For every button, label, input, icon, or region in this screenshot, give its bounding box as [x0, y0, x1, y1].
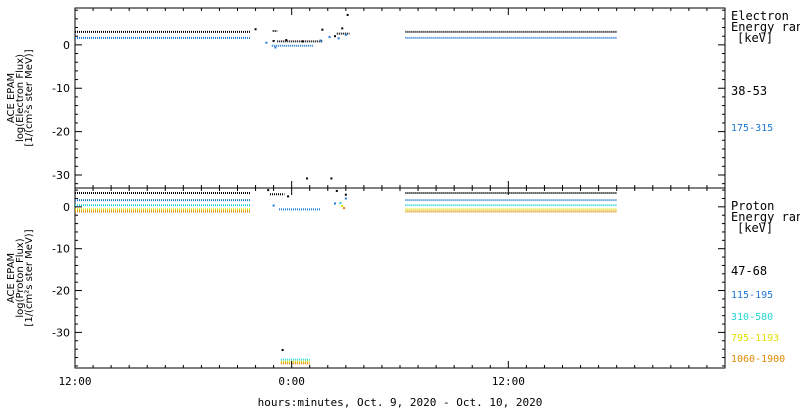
data-point — [344, 33, 347, 36]
data-point — [330, 177, 333, 180]
legend-entry: 795-1193 — [731, 333, 779, 344]
proton-panel: 0 -10 -20 -30 ACE EPAMlog(Proton Flux)[1/(cm… — [6, 187, 800, 369]
data-point — [306, 177, 309, 180]
y-axis-label: ACE EPAMlog(Electron Flux)[1/(cm²s ster … — [6, 49, 35, 146]
series-795-1193 — [75, 205, 617, 363]
y-tick-label: -20 — [52, 285, 70, 298]
data-point — [346, 13, 349, 16]
y-axis-label-line: log(Electron Flux) — [15, 54, 26, 142]
y-axis-label-line: [1/(cm²s ster MeV)] — [24, 229, 35, 326]
series-310-580 — [75, 202, 617, 361]
data-point — [344, 197, 347, 200]
legend-entry: 115-195 — [731, 290, 773, 301]
data-point — [272, 39, 275, 42]
time-axis: 12:00 0:00 12:00 — [58, 8, 726, 388]
y-axis-label-line: ACE EPAM — [6, 73, 17, 123]
y-tick-label: -10 — [52, 82, 70, 95]
data-point — [281, 349, 284, 351]
series-175-315 — [75, 33, 617, 49]
legend-title-line: [keV] — [737, 221, 773, 235]
data-point — [335, 189, 338, 192]
data-point — [285, 39, 288, 42]
electron-panel: 0 -10 -20 -30 ACE EPAMlog(Electron Flux)[1/(… — [6, 7, 800, 189]
legend-title-line: Proton — [731, 199, 774, 213]
data-point — [287, 195, 290, 198]
y-axis-label-line: [1/(cm²s ster MeV)] — [24, 49, 35, 146]
legend-title-line: Electron — [731, 9, 789, 23]
plot-frame — [74, 187, 726, 369]
y-tick-label: -30 — [52, 326, 70, 339]
data-point — [341, 205, 344, 207]
data-point — [272, 204, 275, 207]
y-tick-label: -30 — [52, 169, 70, 182]
legend-entry: 38-53 — [731, 84, 767, 98]
legend-title-line: [keV] — [737, 31, 773, 45]
data-point — [339, 202, 342, 205]
x-tick-label: 0:00 — [278, 375, 305, 388]
series-1060-1900 — [75, 207, 617, 365]
data-point — [337, 37, 340, 40]
series-115-195 — [75, 197, 617, 211]
x-tick-label: 12:00 — [492, 375, 525, 388]
data-point — [343, 207, 346, 210]
legend-entry: 1060-1900 — [731, 354, 785, 365]
legend-title-line: Energy ran — [731, 20, 800, 34]
y-tick-label: -10 — [52, 243, 70, 256]
y-tick-label: 0 — [63, 201, 70, 214]
data-point — [265, 41, 268, 44]
y-axis-label: ACE EPAMlog(Proton Flux)[1/(cm²s ster Me… — [6, 229, 35, 326]
data-point — [341, 27, 344, 30]
data-point — [344, 193, 347, 196]
legend-entry: 47-68 — [731, 264, 767, 278]
data-point — [301, 40, 304, 43]
x-tick-label: 12:00 — [58, 375, 91, 388]
y-axis-label-line: log(Proton Flux) — [15, 238, 26, 317]
y-tick-label: -20 — [52, 126, 70, 139]
data-point — [321, 28, 324, 31]
data-point — [267, 189, 270, 192]
plot-frame — [74, 7, 726, 189]
x-axis-label: hours:minutes, Oct. 9, 2020 - Oct. 10, 2… — [258, 396, 543, 409]
legend-title-line: Energy ran — [731, 210, 800, 224]
series-38-53 — [75, 13, 617, 180]
legend-entry: 175-315 — [731, 123, 773, 134]
data-point — [254, 28, 257, 31]
legend-entry: 310-580 — [731, 312, 773, 323]
y-tick-label: 0 — [63, 39, 70, 52]
data-point — [319, 39, 322, 42]
data-point — [328, 36, 331, 39]
data-point — [334, 202, 336, 205]
data-point — [334, 35, 336, 38]
series-47-68 — [75, 189, 617, 351]
y-axis-label-line: ACE EPAM — [6, 253, 17, 303]
data-point — [274, 46, 277, 49]
